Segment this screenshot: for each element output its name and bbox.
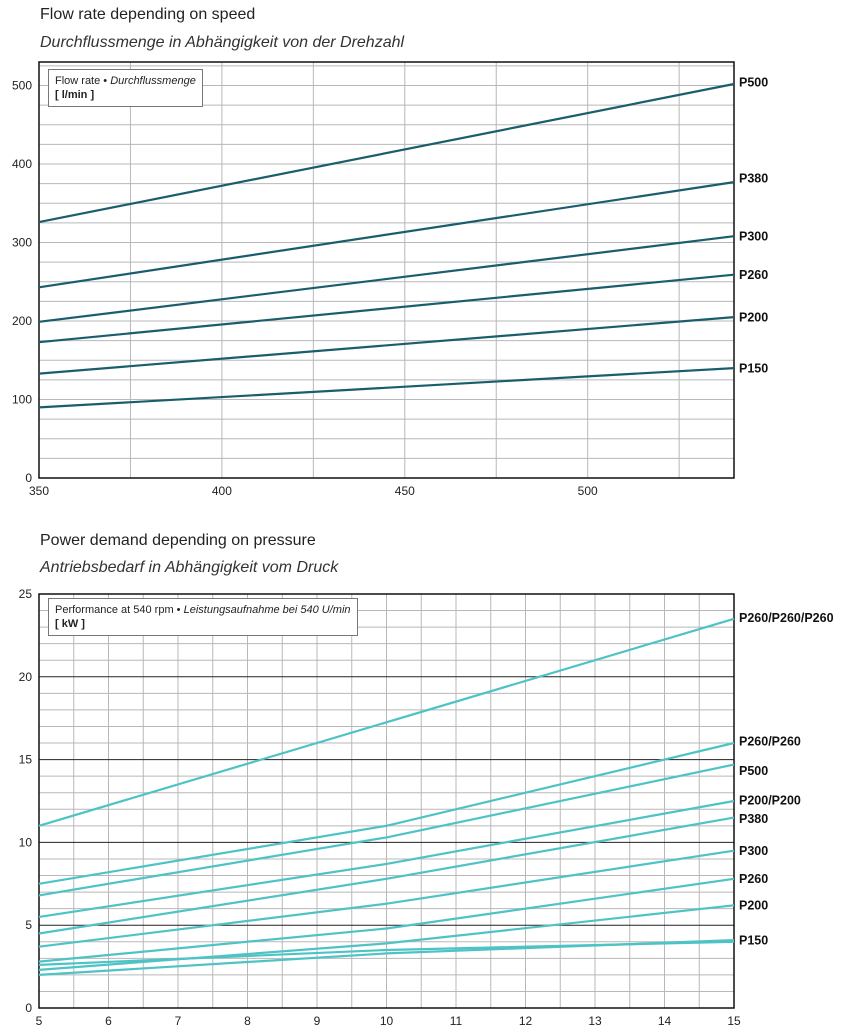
chart1-series-label: P260 [739,268,768,282]
chart1-x-tick-label: 350 [29,484,49,498]
chart2-series-line [38,849,735,948]
chart1-x-tick-label: 400 [212,484,232,498]
chart1-x-tick-label: 450 [395,484,415,498]
chart2-series-line [38,741,735,885]
chart1-series-label: P380 [739,171,768,185]
chart2-y-tick-label: 5 [25,918,32,932]
chart1-legend-label: Flow rate [55,75,101,87]
chart2-x-tick-label: 6 [105,1014,112,1028]
chart1-y-tick-label: 0 [25,471,32,485]
chart2-x-tick-label: 13 [588,1014,602,1028]
chart2-y-tick-label: 10 [19,835,33,849]
chart2-x-tick-label: 15 [727,1014,741,1028]
chart2-series-label: P150 [739,933,768,947]
chart1-y-tick-label: 400 [12,157,32,171]
chart1-series-line [38,367,735,409]
chart2-series-label: P380 [739,812,768,826]
chart1-series-line [38,181,735,289]
chart1-y-tick-label: 300 [12,236,32,250]
chart2-series-label: P200/P200 [739,793,801,807]
chart2-series-line [38,763,735,897]
chart1-legend: Flow rate • Durchflussmenge [ l/min ] [48,69,203,107]
chart1-y-tick-label: 200 [12,314,32,328]
chart2-series-line [38,799,735,918]
chart1-x-tick-label: 500 [578,484,598,498]
chart2-x-tick-label: 11 [450,1014,463,1028]
chart1-series-label: P150 [739,361,768,375]
chart2-legend-label-italic: Leistungsaufnahme bei 540 U/min [183,604,351,616]
chart1-title: Flow rate depending on speed [40,6,256,23]
chart2-legend: Performance at 540 rpm • Leistungsaufnah… [48,598,358,636]
chart2-y-tick-label: 20 [19,670,33,684]
chart2-y-tick-label: 15 [19,753,33,767]
chart2-y-tick-label: 0 [25,1001,32,1015]
chart2-series-label: P300 [739,844,768,858]
chart1-series-line [38,273,735,344]
chart2-series-label: P500 [739,764,768,778]
chart2-x-tick-label: 10 [380,1014,394,1028]
chart1-subtitle: Durchflussmenge in Abhängigkeit von der … [40,34,405,51]
chart2-title: Power demand depending on pressure [40,532,316,549]
chart2-x-tick-label: 12 [519,1014,533,1028]
chart2-y-tick-label: 25 [19,587,33,601]
chart1-y-tick-label: 100 [12,393,32,407]
flow-rate-chart: 350 400 450 500 0 100 200 300 400 500 P500 P380 P300… [12,61,768,498]
chart2-x-tick-label: 7 [175,1014,182,1028]
chart2-series-label: P260 [739,872,768,886]
chart2-series-line [38,940,735,966]
chart2-series-line [38,904,735,971]
chart2-series-label: P260/P260/P260 [739,611,834,625]
chart2-series-label: P260/P260 [739,734,801,748]
chart1-y-tick-label: 500 [12,79,32,93]
chart1-series-line [38,82,735,224]
chart2-x-tick-label: 8 [244,1014,251,1028]
chart2-subtitle: Antriebsbedarf in Abhängigkeit vom Druck [40,559,339,576]
chart2-x-tick-label: 5 [36,1014,43,1028]
chart1-legend-label-italic: Durchflussmenge [110,75,196,87]
chart2-series-line [38,877,735,963]
chart2-legend-unit: [ kW ] [55,618,85,630]
chart1-series-label: P200 [739,310,768,324]
chart2-x-tick-label: 14 [658,1014,672,1028]
chart2-series-label: P200 [739,899,768,913]
chart1-plot-frame [38,61,735,479]
chart1-series-line [38,235,735,323]
chart1-legend-unit: [ l/min ] [55,89,95,101]
chart1-series-label: P300 [739,230,768,244]
chart2-series-line [38,617,735,827]
chart1-series-line [38,316,735,375]
chart1-series-label: P500 [739,75,768,89]
chart2-series-line [38,816,735,935]
chart2-legend-label: Performance at 540 rpm [55,604,174,616]
chart2-x-tick-label: 9 [314,1014,321,1028]
